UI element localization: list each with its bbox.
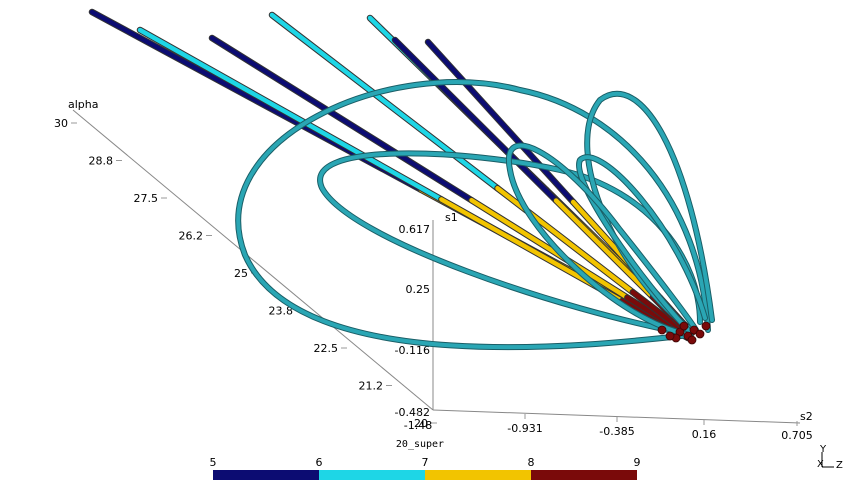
colorbar-tick-label: 6: [316, 456, 323, 469]
alpha-tick-label: 25: [234, 267, 248, 280]
loop-path: [506, 143, 698, 336]
colorbar-tick-label: 7: [422, 456, 429, 469]
trajectory-segment: [630, 289, 685, 333]
endpoint-marker: [679, 321, 689, 331]
trajectory-segment: [269, 12, 500, 191]
alpha-tick-label: 20: [414, 417, 428, 430]
endpoint-marker: [695, 329, 705, 339]
s2-tick-label: -0.931: [507, 422, 542, 435]
alpha-tick-label: 27.5: [134, 192, 159, 205]
run-label: 20_super: [396, 439, 444, 450]
endpoint-cluster: [657, 321, 711, 345]
endpoint-marker: [657, 325, 667, 335]
s2-tick-label: 0.16: [692, 428, 717, 441]
triad-x-label: X: [817, 459, 824, 470]
s2-tick-labels: -1.48 -0.931 -0.385 0.16 0.705: [404, 411, 813, 442]
s2-tick-label: -0.385: [599, 425, 634, 438]
loop-path: [236, 80, 710, 350]
s1-tick-label: -0.116: [395, 344, 430, 357]
trajectory-loop: [576, 154, 708, 335]
endpoint-marker: [689, 325, 699, 335]
colorbar-tick-label: 5: [210, 456, 217, 469]
s2-tick-label: 0.705: [781, 429, 813, 442]
s1-tick-label: 0.25: [406, 283, 431, 296]
axes-frame: [72, 109, 801, 424]
colorbar-tick-label: 9: [634, 456, 641, 469]
s2-axis-label: s2: [800, 410, 813, 423]
trajectory-segment: [392, 37, 559, 203]
trajectory-segment: [209, 35, 474, 203]
colorbar: [213, 470, 637, 480]
alpha-tick-labels: 30 28.8 27.5 26.2 25 23.8 22.5 21.2 20: [54, 117, 437, 430]
colorbar-tick-labels: 5 6 7 8 9: [210, 456, 641, 469]
s1-tick-labels: 0.617 0.25 -0.116 -0.482: [395, 223, 430, 419]
trajectory-segment: [553, 198, 656, 300]
endpoint-marker: [675, 327, 685, 337]
trajectory-segment: [495, 186, 636, 295]
alpha-tick-label: 22.5: [314, 342, 339, 355]
s2-axis-line: [432, 409, 801, 424]
s1-axis-label: s1: [445, 211, 458, 224]
endpoint-marker: [701, 321, 711, 331]
loop-path: [577, 155, 707, 334]
triad-z-label: Z: [836, 460, 843, 471]
alpha-axis-label: alpha: [68, 98, 99, 111]
s1-tick-label: -0.482: [395, 406, 430, 419]
alpha-tick-label: 23.8: [269, 305, 294, 318]
triad-y-label: Y: [819, 444, 827, 455]
trajectory-straight: [268, 11, 686, 334]
s1-tick-label: 0.617: [399, 223, 431, 236]
trajectory-segment: [469, 198, 630, 300]
trajectory-segment: [425, 39, 576, 205]
alpha-axis-line: [72, 109, 434, 411]
colorbar-segment: [531, 470, 637, 480]
alpha-tick-label: 28.8: [89, 155, 114, 168]
trajectory-loop: [235, 79, 711, 351]
colorbar-segment: [319, 470, 425, 480]
trajectories: [88, 8, 715, 351]
alpha-tick-label: 26.2: [179, 230, 204, 243]
colorbar-segment: [213, 470, 319, 480]
trajectory-segment: [137, 27, 444, 202]
colorbar-tick-label: 8: [528, 456, 535, 469]
alpha-tick-label: 30: [54, 117, 68, 130]
trajectory-loop: [505, 142, 699, 337]
orientation-triad: Y X Z: [817, 444, 843, 471]
colorbar-segment: [425, 470, 531, 480]
alpha-tick-label: 21.2: [359, 380, 384, 393]
endpoint-marker: [665, 331, 675, 341]
endpoint-marker: [687, 335, 697, 345]
s2-tick-label: -1.48: [404, 419, 432, 432]
